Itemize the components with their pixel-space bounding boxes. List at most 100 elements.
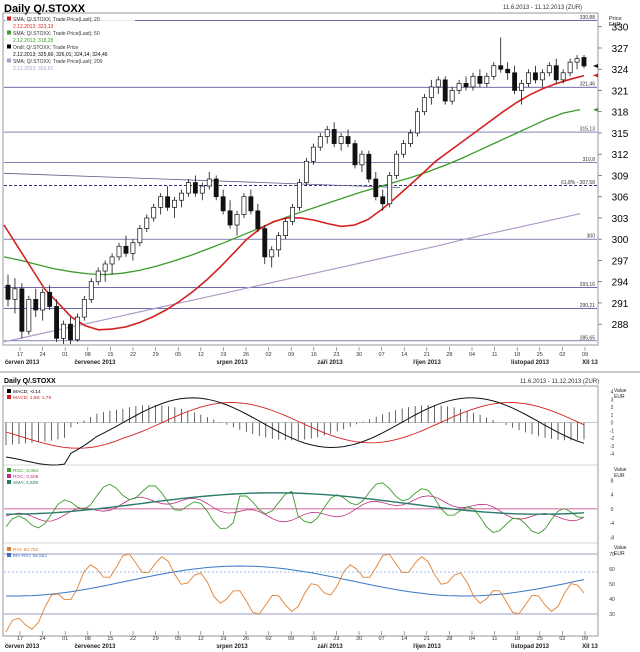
indicator-date-range: 11.6.2013 - 11.12.2013 (ZUR) — [520, 379, 600, 385]
sma50-marker — [593, 107, 598, 112]
x-axis-day-label: 25 — [537, 636, 543, 642]
candle — [338, 132, 344, 151]
candle — [220, 189, 226, 215]
candle — [47, 285, 53, 311]
x-axis-day-label: 07 — [379, 352, 385, 358]
roc-sma-line — [6, 492, 585, 515]
candle — [470, 72, 476, 91]
roc-fast-line — [5, 495, 585, 523]
price-axis-label: Price — [609, 16, 622, 22]
candle — [463, 76, 469, 91]
candle — [199, 182, 205, 201]
roc-axis-label: -4 — [610, 521, 615, 527]
macd-axis-label: -3 — [610, 444, 615, 450]
candle — [283, 217, 289, 240]
candle — [290, 203, 295, 226]
legend-swatch — [7, 44, 11, 49]
candle — [33, 288, 39, 318]
sma200-line — [3, 213, 581, 343]
candle — [269, 246, 275, 268]
price-axis-label: 321 — [612, 86, 629, 97]
candle — [192, 175, 198, 197]
candle — [408, 129, 413, 148]
x-axis-day-label: 18 — [514, 352, 520, 358]
x-axis-day-label: 02 — [266, 636, 272, 642]
candle — [144, 214, 150, 233]
x-axis-day-label: 08 — [85, 636, 91, 642]
candle — [553, 58, 559, 84]
x-axis-day-label: 24 — [40, 352, 46, 358]
candle — [179, 189, 184, 208]
candle — [303, 157, 309, 187]
level-label: 315,13 — [580, 127, 596, 133]
x-axis-day-label: 12 — [198, 636, 204, 642]
candle — [297, 179, 302, 211]
level-label: 310,8 — [582, 157, 595, 163]
x-axis-day-label: 02 — [266, 352, 272, 358]
price-axis-label: 318 — [612, 108, 629, 119]
x-axis-day-label: 17 — [17, 352, 23, 358]
x-axis-day-label: 19 — [220, 636, 226, 642]
legend-text: SMA; Q/.STOXX; Trade Price(Last); 20 — [13, 17, 100, 23]
candle — [213, 175, 219, 201]
price-axis-label: 312 — [612, 150, 629, 161]
candle — [380, 189, 386, 211]
legend-swatch — [7, 480, 11, 484]
x-axis-day-label: 09 — [288, 636, 294, 642]
legend-swatch — [7, 547, 11, 551]
candle — [19, 283, 25, 339]
candle — [581, 55, 587, 69]
candle — [248, 189, 254, 215]
candle — [394, 150, 400, 179]
price-axis-label: 294 — [612, 278, 629, 289]
x-axis-month-label: říjen 2013 — [413, 360, 441, 366]
legend-swatch — [7, 474, 11, 478]
candle — [241, 193, 247, 218]
trendline — [3, 172, 401, 188]
macd-axis-label: 2 — [611, 405, 614, 411]
x-axis-day-label: 02 — [559, 352, 565, 358]
rsi-legend-text: MA-RSI; 58,551 — [13, 553, 47, 559]
level-label: 293,16 — [580, 282, 596, 288]
x-axis-day-label: 15 — [107, 636, 113, 642]
x-axis-day-label: 02 — [559, 636, 565, 642]
macd-currency-label: EUR — [614, 394, 625, 400]
x-axis-day-label: 04 — [469, 636, 475, 642]
candle — [255, 203, 261, 233]
candle — [512, 65, 518, 95]
candle — [54, 299, 60, 342]
x-axis-day-label: 16 — [311, 352, 317, 358]
candle — [74, 313, 80, 342]
legend-swatch — [7, 395, 11, 399]
x-axis-month-label: XII 13 — [582, 360, 598, 366]
candle — [359, 150, 365, 172]
x-axis-day-label: 30 — [356, 636, 362, 642]
main-chart-title: Daily Q/.STOXX — [4, 3, 86, 15]
candle — [331, 122, 337, 148]
last-price-marker — [593, 63, 598, 68]
x-axis-month-label: červenec 2013 — [74, 644, 116, 650]
candle — [317, 132, 323, 151]
rsi-axis-label: 60 — [609, 567, 615, 573]
x-axis-day-label: 22 — [130, 636, 136, 642]
x-axis-day-label: 16 — [311, 636, 317, 642]
macd-axis-label: 0 — [611, 421, 614, 427]
candle — [401, 140, 406, 158]
x-axis-day-label: 26 — [243, 636, 249, 642]
candle — [116, 242, 122, 261]
roc-legend-text: ROC; 6,084 — [13, 468, 39, 474]
legend-swatch — [7, 553, 11, 557]
x-axis-month-label: červenec 2013 — [74, 360, 116, 366]
x-axis-day-label: 23 — [333, 636, 339, 642]
roc-line — [5, 482, 585, 535]
candle — [574, 55, 580, 70]
candle — [95, 267, 101, 286]
price-axis-label: 309 — [612, 171, 629, 182]
price-axis-label: 315 — [612, 129, 629, 140]
level-label: 285,65 — [580, 335, 596, 341]
candle — [428, 79, 434, 105]
candle — [262, 225, 268, 264]
candle — [484, 72, 490, 87]
x-axis-day-label: 29 — [153, 352, 159, 358]
